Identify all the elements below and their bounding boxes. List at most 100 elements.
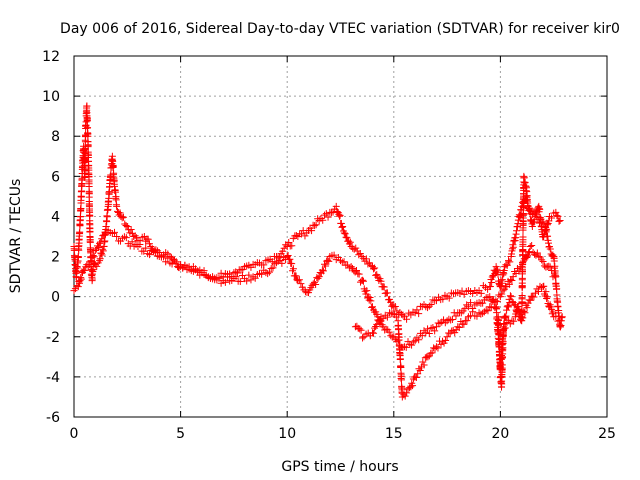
data-point: [319, 216, 327, 224]
data-point: [84, 141, 92, 149]
data-point: [467, 299, 475, 307]
data-point: [531, 289, 539, 297]
data-point: [427, 324, 435, 332]
chart-title: Day 006 of 2016, Sidereal Day-to-day VTE…: [60, 21, 620, 37]
data-point: [400, 343, 408, 351]
data-point: [344, 261, 352, 269]
data-point: [362, 255, 370, 263]
data-point: [558, 313, 566, 321]
data-point: [484, 307, 492, 315]
data-point: [340, 229, 348, 237]
data-point: [318, 266, 326, 274]
data-point: [359, 334, 367, 342]
data-point: [556, 216, 564, 224]
data-point: [509, 243, 517, 251]
data-point: [370, 265, 378, 273]
data-point: [340, 258, 348, 266]
y-tick-label: 0: [51, 290, 60, 306]
data-point: [490, 298, 498, 306]
data-point: [339, 222, 347, 230]
data-point: [397, 376, 405, 384]
data-point: [123, 222, 131, 230]
data-point: [499, 287, 507, 295]
data-point: [387, 332, 395, 340]
data-point: [236, 278, 244, 286]
data-point: [258, 270, 266, 278]
data-point: [475, 309, 483, 317]
data-point: [355, 270, 363, 278]
data-point: [160, 253, 168, 261]
data-point: [486, 282, 494, 290]
x-axis-label: GPS time / hours: [281, 459, 398, 475]
data-point: [338, 223, 346, 231]
y-tick-label: 8: [51, 129, 60, 145]
data-point: [393, 307, 401, 315]
data-point: [288, 242, 296, 250]
data-point: [325, 257, 333, 265]
data-point: [375, 317, 383, 325]
data-point: [343, 234, 351, 242]
data-point: [477, 289, 485, 297]
data-point: [98, 235, 106, 243]
data-point: [463, 317, 471, 325]
data-point: [492, 297, 500, 305]
data-point: [524, 202, 532, 210]
data-point: [113, 233, 121, 240]
data-point: [416, 366, 424, 374]
data-point: [332, 202, 340, 210]
data-point: [518, 202, 526, 210]
data-point: [505, 316, 513, 324]
y-tick-label: 4: [51, 209, 60, 225]
data-point: [82, 118, 90, 126]
data-point: [503, 306, 511, 314]
data-point: [519, 259, 527, 267]
data-point: [162, 258, 170, 266]
data-point: [530, 208, 538, 216]
data-point: [431, 344, 439, 352]
data-point: [448, 316, 456, 324]
data-point: [83, 102, 91, 110]
data-point: [443, 333, 451, 341]
data-point: [181, 261, 189, 269]
data-point: [488, 273, 496, 281]
data-point: [527, 207, 535, 215]
data-point: [130, 233, 138, 240]
data-point: [297, 280, 305, 288]
data-point: [526, 243, 534, 251]
data-point: [439, 337, 447, 345]
data-point: [274, 257, 282, 265]
data-point: [553, 285, 561, 293]
data-point: [285, 238, 293, 246]
data-point: [371, 264, 379, 272]
tick-labels: 0 5 10 15 20 25 -6 -4 -2 0 2 4 6 8 10 12: [42, 49, 616, 442]
data-point: [93, 262, 101, 270]
data-point: [415, 310, 423, 318]
data-point: [406, 340, 414, 348]
data-point: [153, 252, 161, 260]
data-point: [84, 151, 92, 159]
data-point: [311, 222, 319, 230]
data-point: [359, 276, 367, 284]
data-point: [545, 262, 553, 270]
data-point: [74, 283, 82, 291]
data-point: [127, 226, 135, 234]
data-point: [473, 312, 481, 320]
data-point: [341, 230, 349, 238]
y-axis-label: SDTVAR / TECUs: [8, 179, 24, 294]
data-point: [523, 304, 531, 312]
data-point: [534, 216, 542, 224]
data-point: [554, 212, 562, 220]
data-point: [383, 313, 391, 321]
data-point: [437, 340, 445, 348]
data-point: [116, 209, 124, 217]
data-point: [436, 319, 444, 327]
data-point: [454, 323, 462, 331]
data-point: [336, 211, 344, 219]
data-point: [518, 306, 526, 314]
data-point: [549, 251, 557, 259]
data-point: [546, 245, 554, 253]
data-point: [503, 261, 511, 269]
data-point: [278, 259, 286, 267]
data-point: [535, 253, 543, 261]
data-point: [452, 312, 460, 320]
